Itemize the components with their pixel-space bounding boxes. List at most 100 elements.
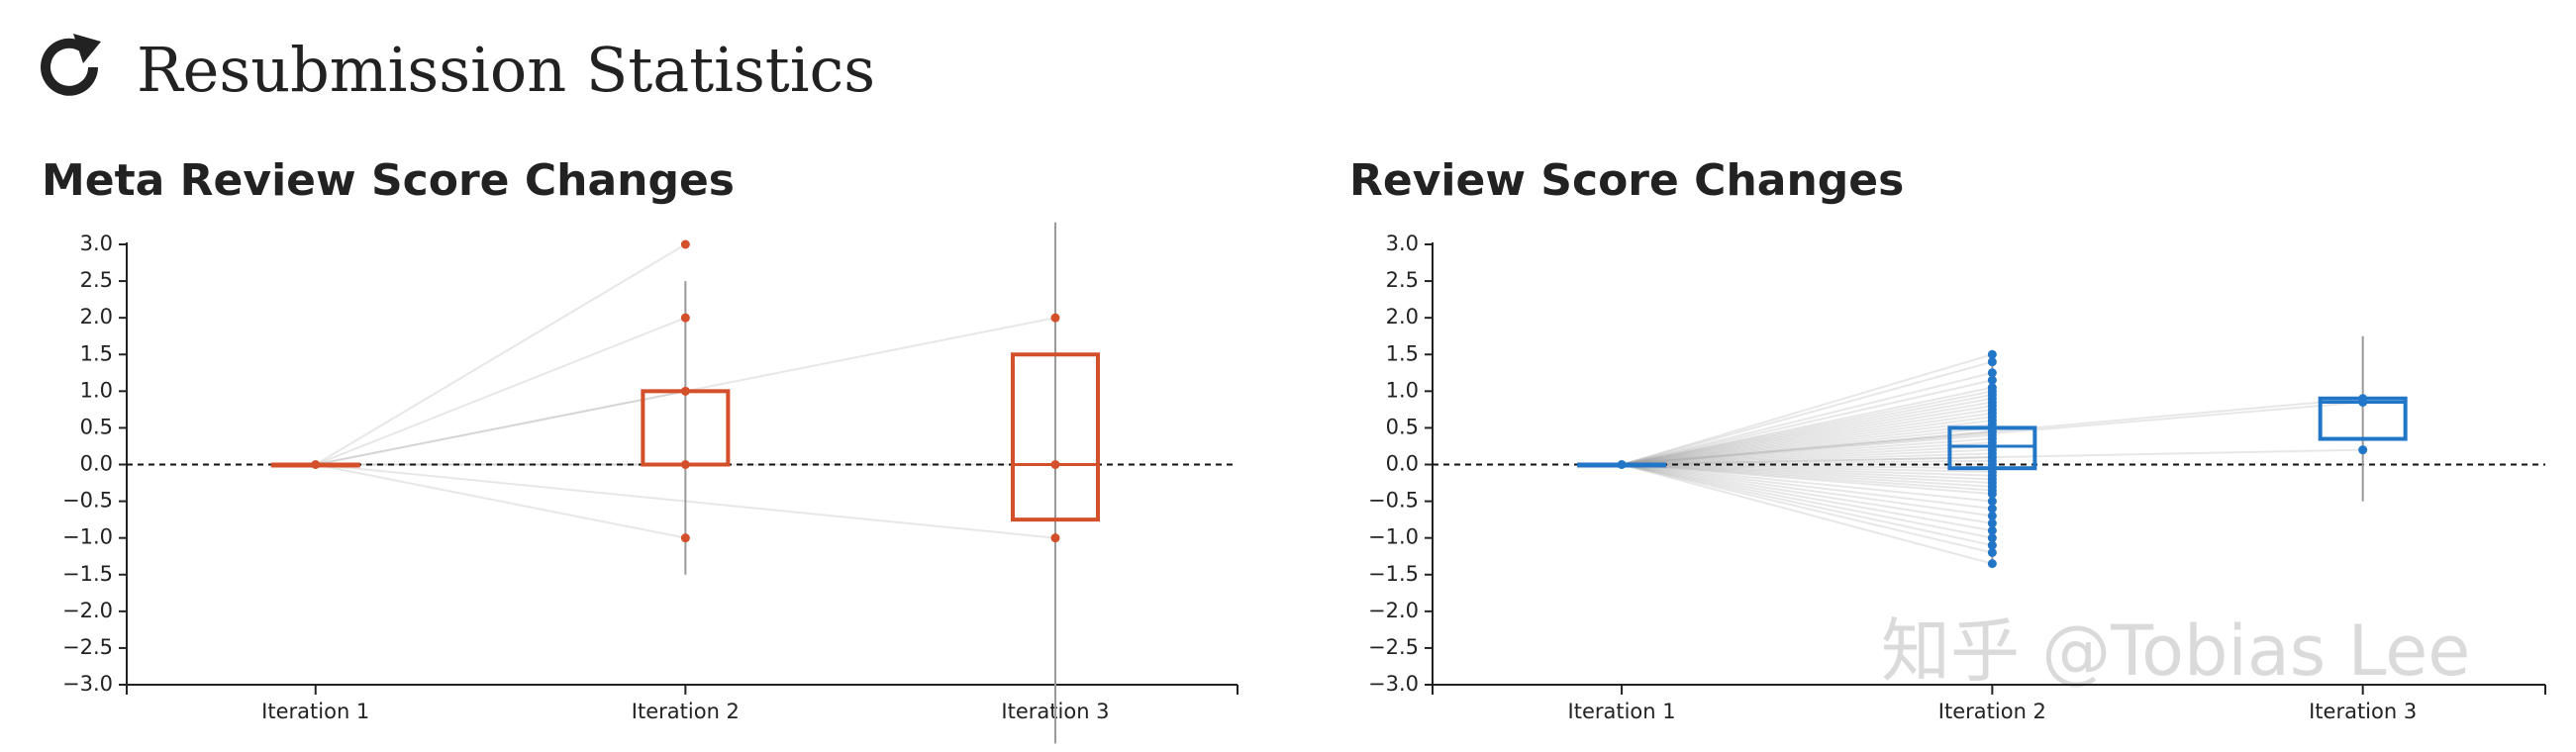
point: [1987, 540, 1997, 550]
y-tick-label: 2.5: [80, 268, 113, 292]
connector: [1621, 463, 1993, 503]
connector: [1621, 426, 1993, 466]
x-tick-label: Iteration 1: [261, 700, 369, 723]
point: [1987, 548, 1997, 557]
y-tick-label: −0.5: [1368, 489, 1419, 513]
point: [1987, 533, 1997, 543]
y-tick-label: 0.0: [80, 452, 113, 476]
connector: [1621, 463, 1993, 532]
connector: [1621, 463, 1993, 554]
point: [1987, 497, 1997, 507]
point: [1987, 489, 1997, 499]
y-tick-label: −1.0: [1368, 525, 1419, 549]
connector: [1622, 444, 1993, 466]
point: [680, 533, 690, 543]
connector: [1621, 423, 1993, 466]
connector: [1621, 353, 1993, 466]
y-tick-label: 2.5: [1386, 268, 1419, 292]
point: [2358, 397, 2368, 407]
point: [2358, 445, 2368, 455]
y-tick-label: 1.5: [1386, 341, 1419, 365]
connector: [315, 463, 686, 539]
connector: [1621, 394, 1993, 466]
y-tick-label: −1.5: [1368, 562, 1419, 586]
watermark: 知乎 @Tobias Lee: [1881, 611, 2470, 692]
point: [1987, 375, 1997, 385]
connector: [1622, 463, 1993, 481]
point: [1050, 313, 1060, 323]
connector: [1621, 401, 1993, 466]
connector: [1621, 416, 1993, 466]
y-tick-label: 1.5: [80, 341, 113, 365]
connector: [1622, 463, 1993, 485]
connector: [315, 390, 686, 466]
point: [1987, 518, 1997, 528]
y-tick-label: −3.0: [62, 672, 113, 696]
connector: [1622, 452, 1993, 466]
x-tick-label: Iteration 2: [1938, 700, 2046, 723]
connector: [1622, 456, 1993, 466]
point: [311, 460, 321, 469]
connector: [1622, 437, 1993, 466]
connector: [1621, 463, 1993, 565]
x-tick-label: Iteration 3: [2309, 700, 2417, 723]
box: [1010, 352, 1100, 522]
connector: [1621, 430, 1993, 466]
y-tick-label: 1.0: [80, 378, 113, 402]
point: [680, 313, 690, 323]
connector: [1621, 360, 1993, 466]
connector: [1622, 463, 1993, 492]
point: [680, 460, 690, 469]
connector: [1621, 390, 1993, 466]
point: [1987, 511, 1997, 520]
connector: [315, 243, 686, 466]
connector: [1622, 433, 1993, 466]
point: [1987, 349, 1997, 359]
y-tick-label: −2.0: [1368, 599, 1419, 622]
connector: [315, 317, 686, 466]
y-tick-label: −0.5: [62, 489, 113, 513]
connector: [1621, 463, 1993, 510]
connector: [1622, 463, 1993, 473]
connector: [1621, 412, 1993, 466]
y-tick-label: 0.5: [80, 415, 113, 438]
y-tick-label: 2.0: [1386, 305, 1419, 329]
connector: [1621, 408, 1993, 466]
y-tick-label: 3.0: [1386, 232, 1419, 255]
connector: [1622, 463, 1993, 496]
y-tick-label: −2.5: [1368, 635, 1419, 659]
point: [1987, 357, 1997, 367]
point: [1987, 525, 1997, 535]
refresh-icon: [41, 34, 101, 96]
point: [1987, 559, 1997, 569]
point: [680, 386, 690, 396]
connector: [1621, 463, 1993, 547]
connector: [1622, 463, 1993, 488]
y-tick-label: −2.5: [62, 635, 113, 659]
y-tick-label: −1.5: [62, 562, 113, 586]
chart-title: Meta Review Score Changes: [42, 155, 735, 206]
y-tick-label: 2.0: [80, 305, 113, 329]
x-tick-label: Iteration 2: [632, 700, 740, 723]
point: [1617, 460, 1627, 469]
page-title: Resubmission Statistics: [137, 34, 875, 106]
y-tick-label: 0.0: [1386, 452, 1419, 476]
connector: [1621, 420, 1993, 466]
point: [1987, 368, 1997, 378]
connector: [1622, 463, 1993, 477]
connector: [1621, 386, 1993, 466]
point: [680, 239, 690, 249]
connector: [1621, 463, 1993, 524]
y-tick-label: 0.5: [1386, 415, 1419, 438]
point: [1050, 460, 1060, 469]
y-tick-label: −2.0: [62, 599, 113, 622]
connector: [1621, 405, 1993, 466]
connector: [1621, 463, 1993, 517]
point: [1987, 504, 1997, 514]
y-tick-label: 1.0: [1386, 378, 1419, 402]
connector: [1621, 371, 1993, 466]
point: [1050, 533, 1060, 543]
connector: [1622, 448, 1993, 466]
y-tick-label: −3.0: [1368, 672, 1419, 696]
